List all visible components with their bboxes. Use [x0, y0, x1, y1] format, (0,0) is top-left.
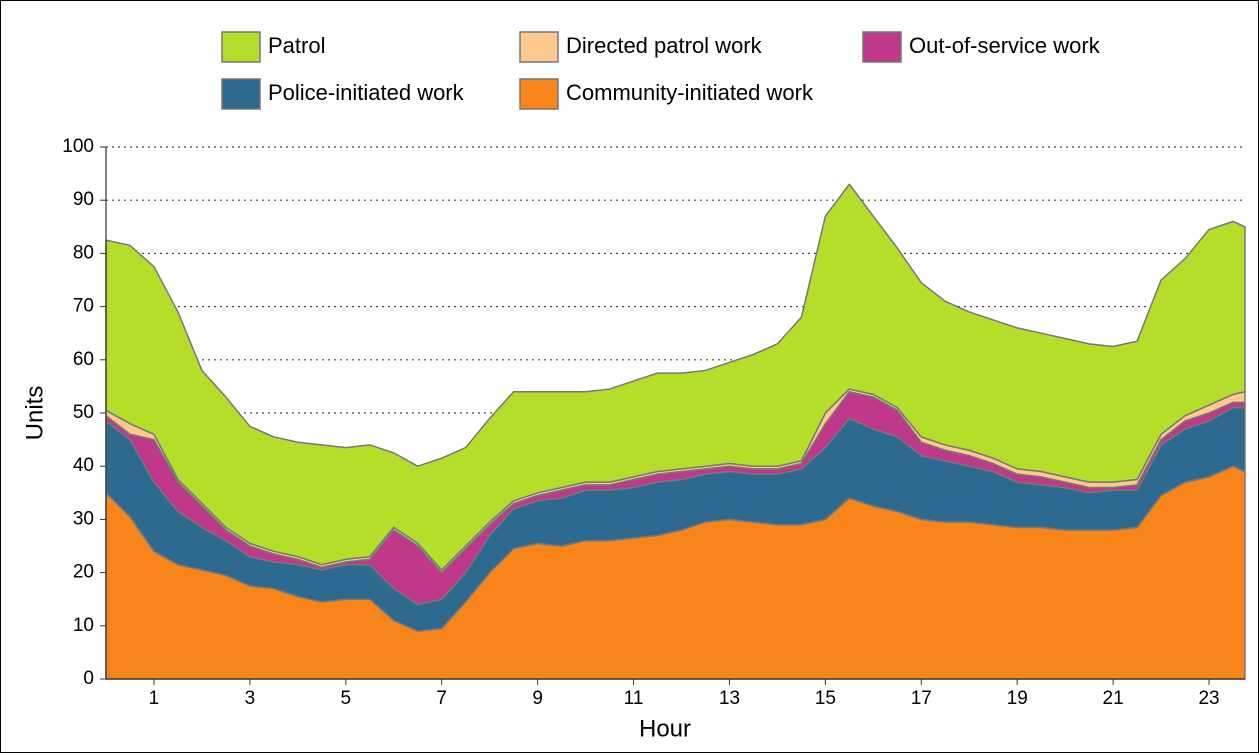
- legend-label: Patrol: [268, 33, 325, 58]
- area: [105, 183, 1246, 571]
- legend: Patrol Directed patrol work Out-of-service…: [221, 31, 1101, 110]
- y-tick-label: 10: [73, 615, 94, 636]
- y-tick-label: 50: [73, 402, 94, 423]
- x-tick-label: 23: [1198, 688, 1219, 709]
- x-tick-label: 9: [532, 688, 543, 709]
- x-tick-label: 11: [624, 688, 644, 709]
- x-tick-label: 7: [436, 688, 447, 709]
- x-axis-title: Hour: [639, 715, 691, 742]
- y-tick-label: 30: [73, 508, 94, 529]
- y-tick-label: 80: [73, 242, 94, 263]
- y-tick-label: 70: [73, 296, 94, 317]
- y-tick-label: 90: [73, 189, 94, 210]
- y-tick-label: 100: [62, 136, 94, 157]
- legend-swatch: [519, 31, 559, 63]
- x-tick-label: 17: [911, 688, 932, 709]
- y-tick-label: 60: [73, 349, 94, 370]
- x-tick-label: 5: [341, 688, 352, 709]
- x-tick-label: 21: [1103, 688, 1124, 709]
- x-tick-label: 15: [815, 688, 836, 709]
- x-tick-label: 13: [719, 688, 740, 709]
- x-tick-label: 1: [149, 688, 160, 709]
- y-axis-title: Units: [21, 386, 48, 441]
- legend-label: Out-of-service work: [909, 33, 1101, 58]
- y-tick-label: 40: [73, 455, 94, 476]
- legend-swatch: [221, 31, 261, 63]
- y-tick-label: 0: [83, 668, 94, 689]
- legend-label: Community-initiated work: [566, 80, 814, 105]
- x-tick-label: 3: [245, 688, 256, 709]
- legend-label: Police-initiated work: [268, 80, 465, 105]
- legend-swatch: [221, 78, 261, 110]
- legend-swatch: [862, 31, 902, 63]
- legend-swatch: [519, 78, 559, 110]
- areas: [105, 183, 1246, 680]
- x-tick-label: 19: [1007, 688, 1028, 709]
- y-tick-label: 20: [73, 562, 94, 583]
- legend-label: Directed patrol work: [566, 33, 763, 58]
